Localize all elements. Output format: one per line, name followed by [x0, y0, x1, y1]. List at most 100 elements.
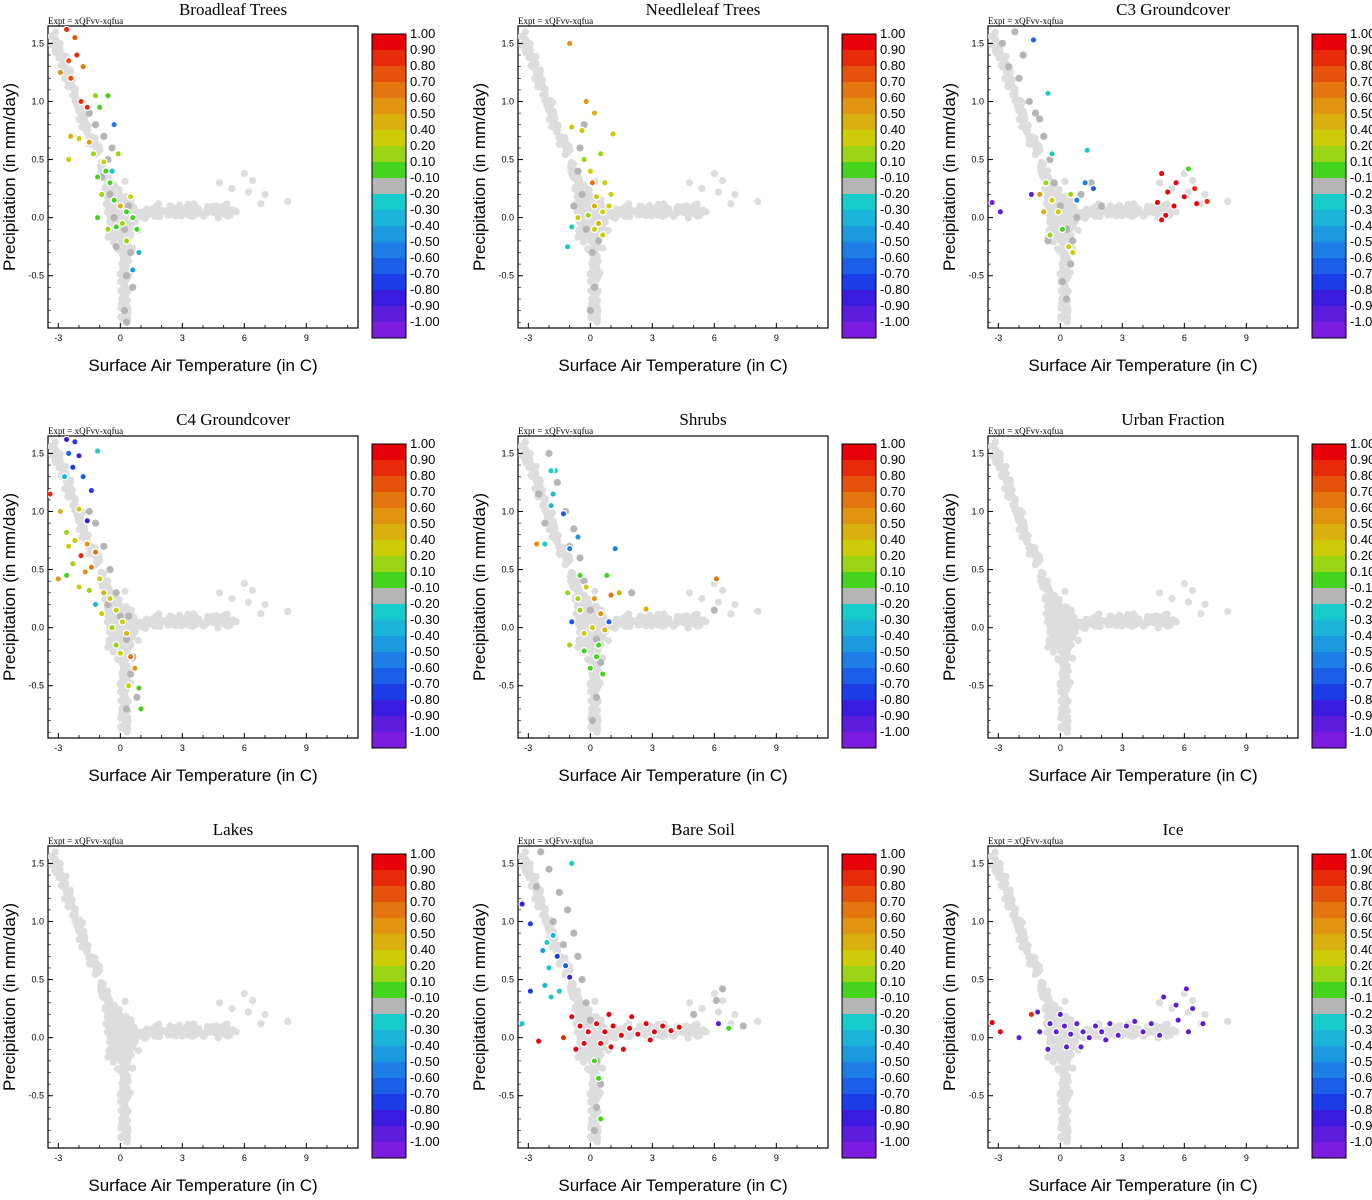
colorbar-label: 0.70 — [410, 74, 435, 89]
colorbar-label: 0.70 — [880, 484, 905, 499]
data-point — [137, 705, 145, 713]
data-point — [75, 134, 83, 143]
neutral-point — [85, 507, 93, 516]
background-point — [996, 48, 1004, 56]
x-tick-label: 6 — [712, 333, 717, 343]
colorbar-cell — [1312, 210, 1346, 226]
background-point — [1104, 211, 1112, 219]
background-point — [991, 28, 999, 36]
background-point — [591, 587, 599, 595]
colorbar-cell — [842, 98, 876, 114]
background-point — [1058, 705, 1066, 713]
background-point — [1004, 492, 1012, 501]
y-tick-label: 0.5 — [971, 565, 984, 575]
y-tick-label: 1.5 — [501, 38, 514, 48]
background-point — [1004, 82, 1012, 91]
data-point — [580, 629, 588, 638]
x-tick-label: 6 — [242, 743, 247, 753]
background-point — [1015, 525, 1023, 534]
background-point — [1074, 619, 1082, 627]
background-point — [731, 600, 739, 609]
colorbar-label: 0.10 — [410, 154, 435, 169]
neutral-point — [597, 658, 605, 667]
background-point — [615, 210, 623, 218]
background-point — [232, 618, 240, 626]
background-point — [104, 1053, 112, 1061]
neutral-point — [570, 202, 578, 210]
background-point — [57, 61, 66, 70]
neutral-point — [553, 478, 561, 487]
colorbar-label: 0.60 — [1350, 500, 1372, 515]
colorbar-label: 0.20 — [410, 548, 435, 563]
colorbar-cell — [842, 636, 876, 652]
data-point — [1058, 225, 1067, 234]
data-point — [574, 213, 582, 222]
background-point — [1004, 487, 1012, 496]
data-point — [605, 617, 613, 626]
colorbar-cell — [1312, 540, 1346, 556]
x-axis-label: Surface Air Temperature (in C) — [1028, 356, 1257, 375]
background-point — [1039, 570, 1047, 578]
data-point — [567, 123, 576, 131]
background-point — [172, 622, 180, 630]
background-point — [1062, 621, 1070, 629]
colorbar-cell — [1312, 716, 1346, 732]
colorbar-label: 0.90 — [880, 452, 905, 467]
colorbar-label: 1.00 — [410, 436, 435, 451]
neutral-point — [1036, 115, 1044, 123]
background-point — [988, 442, 995, 451]
colorbar-label: 0.60 — [880, 90, 905, 105]
data-point — [118, 219, 127, 228]
background-point — [1066, 268, 1074, 277]
data-point — [586, 664, 595, 673]
background-point — [1016, 513, 1024, 521]
data-point — [71, 437, 79, 446]
colorbar-label: -0.70 — [410, 676, 440, 691]
background-point — [228, 595, 236, 603]
colorbar-cell — [842, 50, 876, 66]
data-point — [712, 575, 721, 583]
background-point — [689, 616, 697, 624]
colorbar-cell — [372, 444, 406, 460]
neutral-point — [1098, 202, 1106, 210]
background-point — [541, 495, 549, 503]
points-layer — [48, 26, 292, 326]
background-point — [214, 624, 222, 632]
data-point — [54, 575, 63, 583]
background-point — [110, 233, 118, 241]
data-point — [97, 190, 106, 199]
background-point — [642, 622, 650, 630]
colorbar-cell — [372, 50, 406, 66]
data-point — [600, 178, 609, 187]
colorbar-cell — [1312, 194, 1346, 210]
data-point — [124, 681, 133, 690]
background-point — [1189, 586, 1197, 595]
colorbar-cell — [842, 162, 876, 178]
data-point — [130, 664, 139, 673]
colorbar-cell — [1312, 162, 1346, 178]
plot-frame — [517, 25, 829, 329]
neutral-point — [1015, 74, 1023, 82]
background-point — [1112, 212, 1120, 220]
colorbar-cell — [842, 146, 876, 162]
neutral-point — [576, 554, 584, 562]
colorbar-label: -0.90 — [1350, 298, 1372, 313]
neutral-point — [535, 490, 543, 498]
colorbar-cell — [842, 322, 876, 338]
colorbar-cell — [1312, 604, 1346, 620]
colorbar-cell — [372, 460, 406, 476]
panel-title: Broadleaf Trees — [179, 0, 287, 19]
colorbar-cell — [372, 226, 406, 242]
background-point — [710, 169, 718, 178]
x-tick-label: 3 — [1120, 743, 1125, 753]
background-point — [634, 211, 642, 219]
background-point — [518, 442, 525, 451]
y-tick-label: 0.5 — [31, 155, 44, 165]
neutral-point — [1005, 63, 1013, 71]
background-point — [203, 209, 211, 217]
background-point — [731, 190, 739, 199]
data-point — [1180, 192, 1189, 201]
neutral-point — [545, 449, 553, 458]
background-point — [1172, 618, 1180, 626]
